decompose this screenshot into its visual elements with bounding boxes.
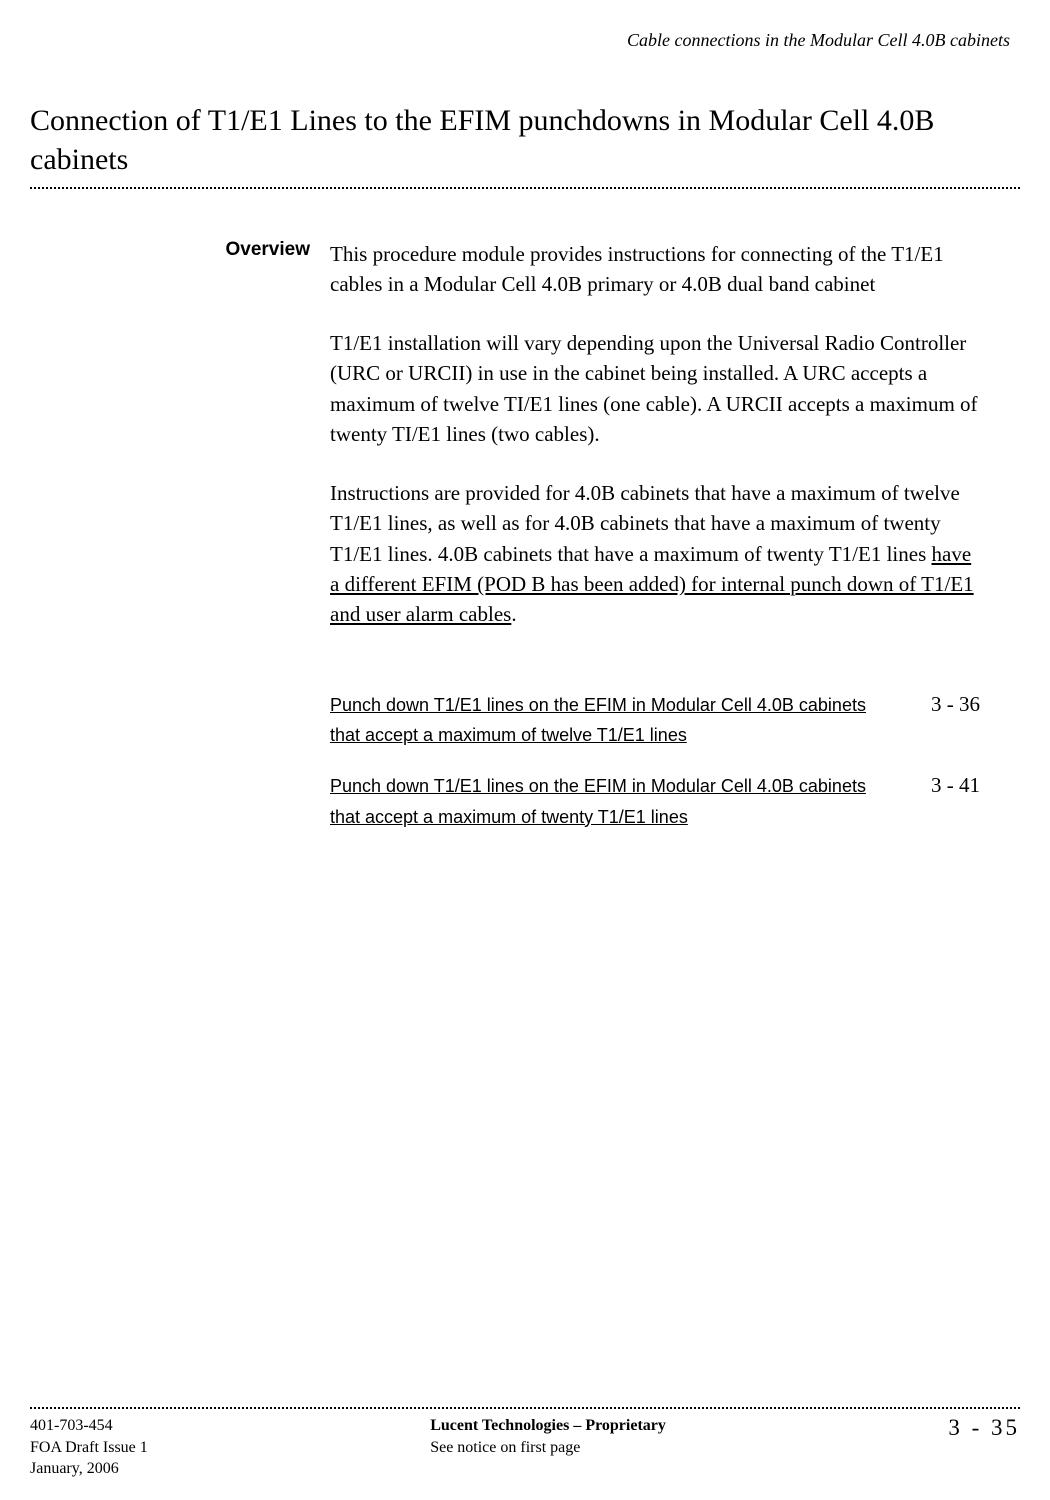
- footer-page-number: 3 - 35: [948, 1415, 1020, 1480]
- footer-issue: FOA Draft Issue 1: [30, 1437, 148, 1459]
- toc-entry-1: Punch down T1/E1 lines on the EFIM in Mo…: [30, 690, 1020, 751]
- overview-row-1: Overview This procedure module provides …: [30, 239, 1020, 300]
- running-header: Cable connections in the Modular Cell 4.…: [30, 30, 1020, 51]
- overview-para-3: Instructions are provided for 4.0B cabin…: [330, 478, 1020, 630]
- title-separator: [30, 187, 1020, 189]
- footer-date: January, 2006: [30, 1458, 148, 1480]
- toc-link-twelve[interactable]: Punch down T1/E1 lines on the EFIM in Mo…: [330, 690, 931, 751]
- empty-label: [30, 328, 330, 450]
- footer-notice: See notice on first page: [430, 1437, 666, 1459]
- footer-doc-number: 401-703-454: [30, 1415, 148, 1437]
- overview-row-2: T1/E1 installation will vary depending u…: [30, 328, 1020, 450]
- footer-proprietary: Lucent Technologies – Proprietary: [430, 1415, 666, 1437]
- para3-text-a: Instructions are provided for 4.0B cabin…: [330, 481, 960, 566]
- toc-entry-2: Punch down T1/E1 lines on the EFIM in Mo…: [30, 771, 1020, 832]
- overview-para-2: T1/E1 installation will vary depending u…: [330, 328, 1020, 450]
- footer-separator: [30, 1407, 1020, 1409]
- footer-content: 401-703-454 FOA Draft Issue 1 January, 2…: [30, 1415, 1020, 1480]
- overview-row-3: Instructions are provided for 4.0B cabin…: [30, 478, 1020, 630]
- footer-left: 401-703-454 FOA Draft Issue 1 January, 2…: [30, 1415, 148, 1480]
- section-label: Overview: [30, 239, 330, 300]
- toc-page-twelve: 3 - 36: [931, 690, 980, 751]
- empty-label: [30, 478, 330, 630]
- page-title: Connection of T1/E1 Lines to the EFIM pu…: [30, 101, 1020, 179]
- footer-center: Lucent Technologies – Proprietary See no…: [430, 1415, 666, 1480]
- toc-link-twenty[interactable]: Punch down T1/E1 lines on the EFIM in Mo…: [330, 771, 931, 832]
- toc-page-twenty: 3 - 41: [931, 771, 980, 832]
- para3-text-b: .: [511, 602, 516, 626]
- overview-para-1: This procedure module provides instructi…: [330, 239, 1020, 300]
- page-footer: 401-703-454 FOA Draft Issue 1 January, 2…: [30, 1407, 1020, 1480]
